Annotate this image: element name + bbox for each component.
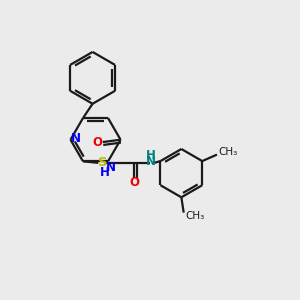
Text: H: H <box>100 166 110 179</box>
Text: N: N <box>71 132 81 145</box>
Text: N: N <box>105 161 116 174</box>
Text: O: O <box>93 136 103 148</box>
Text: CH₃: CH₃ <box>185 211 204 220</box>
Text: CH₃: CH₃ <box>218 147 238 157</box>
Text: H: H <box>146 149 156 162</box>
Text: S: S <box>98 156 108 169</box>
Text: N: N <box>146 154 156 168</box>
Text: O: O <box>129 176 139 189</box>
